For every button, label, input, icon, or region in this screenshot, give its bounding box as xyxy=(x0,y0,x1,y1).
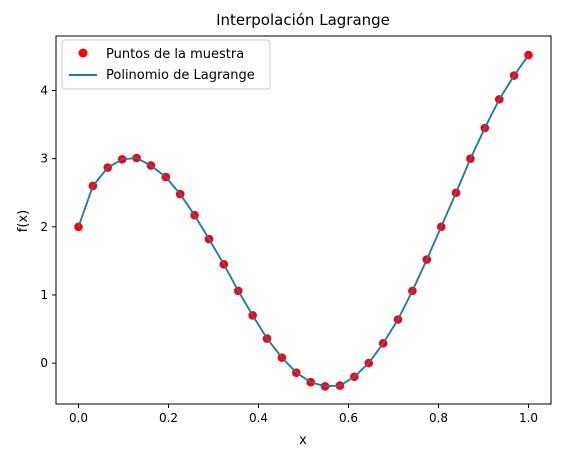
legend-box xyxy=(61,39,271,90)
plot-area: 0.0 0.2 0.4 0.6 0.8 1.0 0 1 2 3 4 xyxy=(40,35,552,425)
legend-label-scatter: Puntos de la muestra xyxy=(106,47,244,62)
x-tick-label: 1.0 xyxy=(519,411,538,425)
axes-frame xyxy=(55,35,552,405)
legend-label-line: Polinomio de Lagrange xyxy=(106,68,255,83)
x-tick-label: 0.0 xyxy=(69,411,88,425)
x-tick-label: 0.4 xyxy=(249,411,268,425)
x-tick-label: 0.6 xyxy=(339,411,358,425)
y-axis-label: f(x) xyxy=(16,210,31,232)
x-tick-label: 0.2 xyxy=(159,411,178,425)
series-line-lagrange-overlay xyxy=(77,54,530,388)
x-axis-label: x xyxy=(299,433,307,448)
y-tick-label: 0 xyxy=(40,356,48,370)
chart-title: Interpolación Lagrange xyxy=(216,11,390,29)
legend-marker-scatter xyxy=(78,48,88,58)
x-tick-label: 0.8 xyxy=(429,411,448,425)
y-tick-label: 4 xyxy=(40,84,48,98)
y-tick-label: 3 xyxy=(40,152,48,166)
y-tick-label: 2 xyxy=(40,220,48,234)
legend: Puntos de la muestra Polinomio de Lagran… xyxy=(61,39,271,90)
y-tick-label: 1 xyxy=(40,288,48,302)
